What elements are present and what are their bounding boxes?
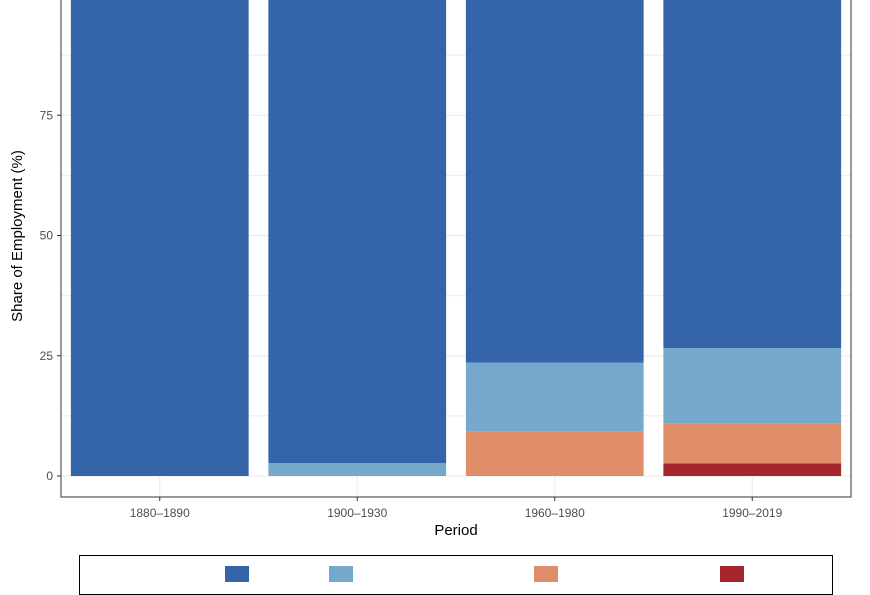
bar-segment: [663, 348, 842, 424]
y-tick-label: 75: [40, 108, 54, 122]
bar-segment: [268, 0, 447, 464]
x-tick-label: 1900–1930: [327, 506, 387, 520]
bar-segment: [465, 362, 644, 432]
y-tick-label: 25: [40, 349, 54, 363]
bar-segment: [268, 463, 447, 476]
bar-segment: [70, 0, 249, 476]
x-tick-label: 1960–1980: [525, 506, 585, 520]
legend-swatch: [720, 566, 744, 582]
bars: [70, 0, 842, 476]
legend-swatch: [534, 566, 558, 582]
stacked-bar-chart: 0 25 50 75 1880–1890 1900–1930 1960–1980 1990–…: [9, 0, 852, 539]
bar-segment: [663, 423, 842, 464]
bar-segment: [663, 0, 842, 349]
x-tick-label: 1990–2019: [722, 506, 782, 520]
legend-swatch: [225, 566, 249, 582]
y-axis: 0 25 50 75: [40, 108, 61, 483]
plot-panel-border: [60, 0, 852, 498]
x-axis: 1880–1890 1900–1930 1960–1980 1990–2019: [130, 497, 783, 520]
x-axis-title: Period: [434, 522, 477, 539]
bar-segment: [663, 463, 842, 476]
legend: [79, 555, 833, 595]
y-axis-title: Share of Employment (%): [9, 150, 26, 322]
x-tick-label: 1880–1890: [130, 506, 190, 520]
legend-swatch: [329, 566, 353, 582]
y-tick-label: 0: [46, 469, 53, 483]
y-tick-label: 50: [40, 229, 54, 243]
bar-segment: [465, 0, 644, 363]
bar-segment: [465, 431, 644, 476]
